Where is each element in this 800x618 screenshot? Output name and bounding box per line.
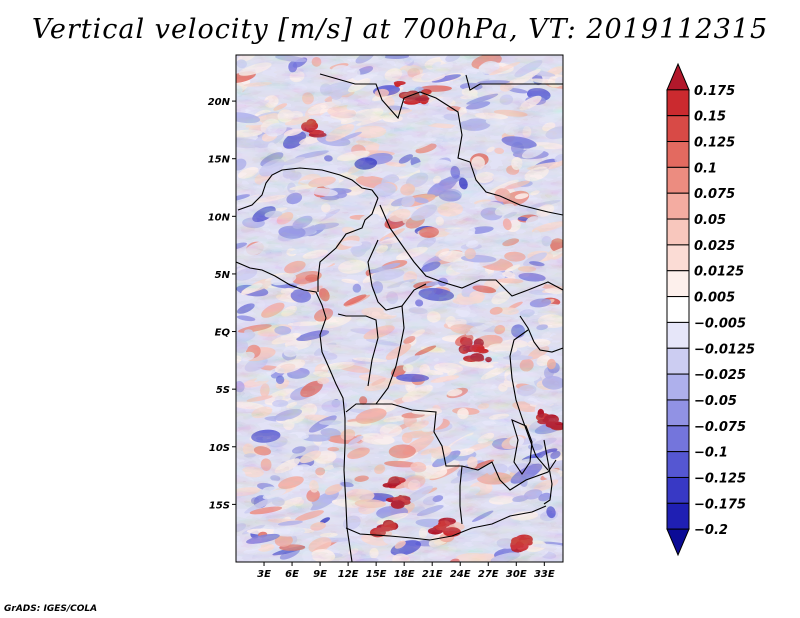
colorbar: 0.175 0.15 0.125 0.1 0.075 0.05 0.025 0.0125 0.0… [666,62,755,557]
colorbar-label: 0.05 [694,213,726,228]
lat-tick-label: 15S [209,500,230,511]
colorbar-label: 0.15 [694,110,726,125]
colorbar-label: 0.1 [694,161,717,176]
colorbar-label: 0.075 [694,187,735,202]
colorbar-label: −0.025 [694,368,746,383]
border-sahel-west [237,167,379,211]
border-zambia-angola [459,465,463,525]
lat-tick-label: 10S [209,443,230,454]
lat-tick-label: 10N [208,212,231,223]
colorbar-segment [666,476,690,504]
border-cameroon [367,239,427,311]
border-sahara [319,73,563,216]
colorbar-segment [666,166,690,194]
lat-tick-label: EQ [215,328,231,339]
colorbar-label: −0.05 [694,394,737,409]
lon-tick-label: 30E [506,569,527,580]
latitude-axis: 20N 15N 10N 5N EQ 5S 10S 15S [208,97,236,511]
colorbar-segment [666,192,690,220]
border-great-lakes [509,315,563,471]
colorbar-label: −0.125 [694,471,746,486]
lon-tick-label: 27E [478,569,499,580]
colorbar-label: 0.175 [694,84,735,99]
colorbar-label: −0.2 [694,523,728,538]
colorbar-segment [666,141,690,168]
colorbar-segment [666,321,690,349]
grads-credit: GrADS: IGES/COLA [4,604,98,614]
colorbar-label: −0.0125 [694,342,755,357]
map-title: Vertical velocity [m/s] at 700hPa, VT: 2… [31,14,769,45]
colorbar-segment [666,347,690,375]
colorbar-arrow-top [666,62,690,91]
longitude-axis: 3E 6E 9E 12E 15E 18E 21E 24E 27E 30E 33E [257,562,555,580]
colorbar-segment [666,373,690,401]
colorbar-segment [666,244,690,272]
colorbar-label: −0.005 [694,316,746,331]
lat-tick-label: 20N [208,97,231,108]
colorbar-segment [666,502,690,530]
lat-tick-label: 5N [215,270,231,281]
lon-tick-label: 24E [450,569,471,580]
country-borders [236,73,563,562]
colorbar-arrow-bottom [666,528,690,557]
lon-tick-label: 6E [285,569,299,580]
lon-tick-label: 9E [313,569,327,580]
border-libya-egypt [465,74,563,91]
border-namibia [345,505,547,541]
lat-tick-label: 15N [208,155,231,166]
lon-tick-label: 21E [422,569,443,580]
colorbar-label: −0.1 [694,446,728,461]
lon-tick-label: 12E [338,569,359,580]
colorbar-label: 0.005 [694,291,735,306]
border-gabon [337,313,379,387]
colorbar-label: −0.075 [694,420,746,435]
lon-tick-label: 33E [534,569,555,580]
plot-area: 3E 6E 9E 12E 15E 18E 21E 24E 27E 30E 33E 20N 15N 10N… [208,54,564,580]
colorbar-segment [666,218,690,246]
lon-tick-label: 18E [394,569,415,580]
lon-tick-label: 15E [366,569,387,580]
lake-tanganyika [511,419,533,475]
lon-tick-label: 3E [257,569,271,580]
colorbar-label: 0.025 [694,239,735,254]
colorbar-segment [666,296,690,323]
colorbar-label: 0.0125 [694,265,744,280]
colorbar-segment [666,89,690,117]
colorbar-segment [666,115,690,143]
colorbar-label: 0.125 [694,136,735,151]
colorbar-label: −0.175 [694,497,746,512]
lake-malawi [543,439,553,505]
colorbar-segment [666,270,690,298]
border-chad-car [379,204,563,297]
plot-frame [235,54,564,563]
border-nigeria-east [317,197,379,292]
colorbar-segment [666,425,690,453]
colorbar-segment [666,451,690,478]
lat-tick-label: 5S [216,385,230,396]
colorbar-segment [666,399,690,427]
coastline-west [236,261,353,562]
velocity-field [236,55,563,562]
